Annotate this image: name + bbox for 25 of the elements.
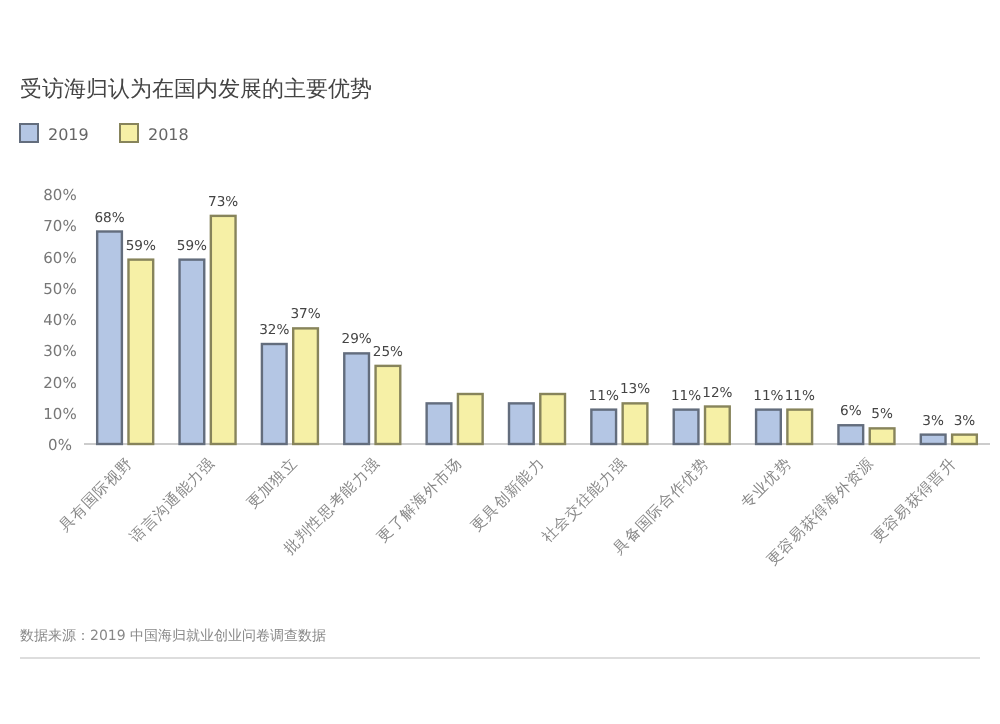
bar [786, 408, 814, 446]
bar [539, 392, 567, 446]
bar [621, 402, 649, 446]
bar [292, 327, 320, 446]
bar [507, 402, 535, 446]
bar [919, 433, 947, 446]
legend-label: 2018 [148, 126, 189, 144]
bar [950, 433, 979, 446]
bar [837, 424, 865, 446]
bar [209, 214, 237, 446]
bar [590, 408, 618, 446]
bar [456, 392, 484, 446]
bar [95, 230, 124, 446]
bar [754, 408, 782, 446]
bar [374, 364, 402, 446]
bar [127, 258, 155, 446]
legend-label: 2019 [48, 126, 89, 144]
chart-title: 受访海归认为在国内发展的主要优势 [20, 76, 372, 102]
bar [868, 427, 896, 446]
bar [672, 408, 700, 446]
bar [703, 405, 731, 446]
bar [343, 352, 371, 446]
bar [425, 402, 453, 446]
bar [178, 258, 206, 446]
bar [260, 342, 288, 446]
